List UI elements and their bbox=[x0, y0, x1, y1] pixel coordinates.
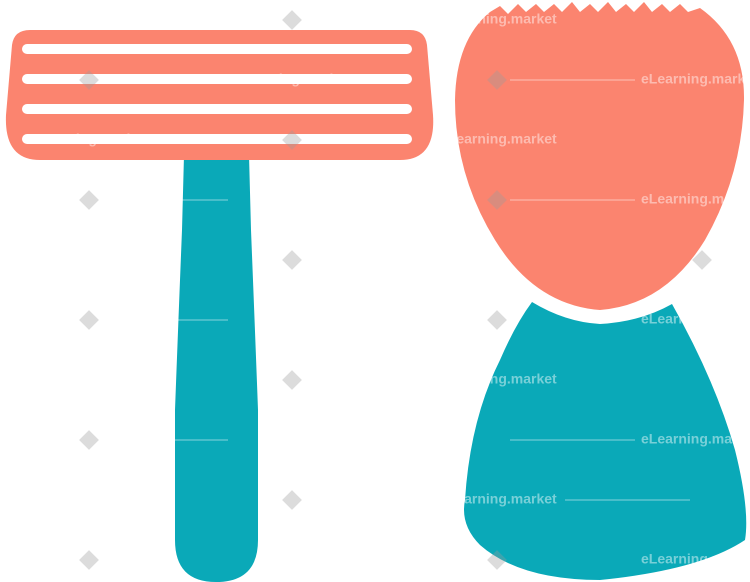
watermark-text: eLearning.market bbox=[641, 71, 750, 87]
blade bbox=[22, 104, 412, 114]
razor-head bbox=[5, 30, 434, 160]
watermark-text: eLearning.market bbox=[440, 11, 557, 27]
watermark-diamond bbox=[487, 190, 507, 210]
watermark-text: eLearning.market bbox=[30, 131, 147, 147]
watermark-diamond bbox=[79, 430, 99, 450]
watermark: eLearning.market eLearning.market eLearn… bbox=[30, 10, 750, 570]
watermark-diamond bbox=[487, 70, 507, 90]
razor-blades bbox=[22, 44, 412, 144]
watermark-text: eLearning.market bbox=[440, 371, 557, 387]
watermark-text: eLearning.market bbox=[641, 431, 750, 447]
watermark-text: eLearning.market bbox=[233, 71, 350, 87]
watermark-diamond bbox=[79, 550, 99, 570]
watermark-text: eLearning.market bbox=[641, 311, 750, 327]
blade bbox=[22, 74, 412, 84]
watermark-diamond bbox=[282, 10, 302, 30]
watermark-text: eLearning.market bbox=[641, 551, 750, 567]
person-shoulders bbox=[464, 302, 747, 580]
person-head bbox=[455, 2, 745, 310]
watermark-diamond bbox=[79, 70, 99, 90]
razor-handle bbox=[175, 155, 258, 582]
watermark-diamond bbox=[282, 250, 302, 270]
watermark-diamond bbox=[79, 310, 99, 330]
watermark-diamond bbox=[282, 370, 302, 390]
watermark-text: eLearning.market bbox=[440, 131, 557, 147]
watermark-diamond bbox=[282, 130, 302, 150]
watermark-diamond bbox=[487, 550, 507, 570]
watermark-diamond bbox=[79, 190, 99, 210]
watermark-diamond bbox=[282, 490, 302, 510]
blade bbox=[22, 44, 412, 54]
watermark-text: eLearning.market bbox=[641, 191, 750, 207]
watermark-text: eLearning.market bbox=[440, 491, 557, 507]
watermark-diamond bbox=[487, 310, 507, 330]
blade bbox=[22, 134, 412, 144]
